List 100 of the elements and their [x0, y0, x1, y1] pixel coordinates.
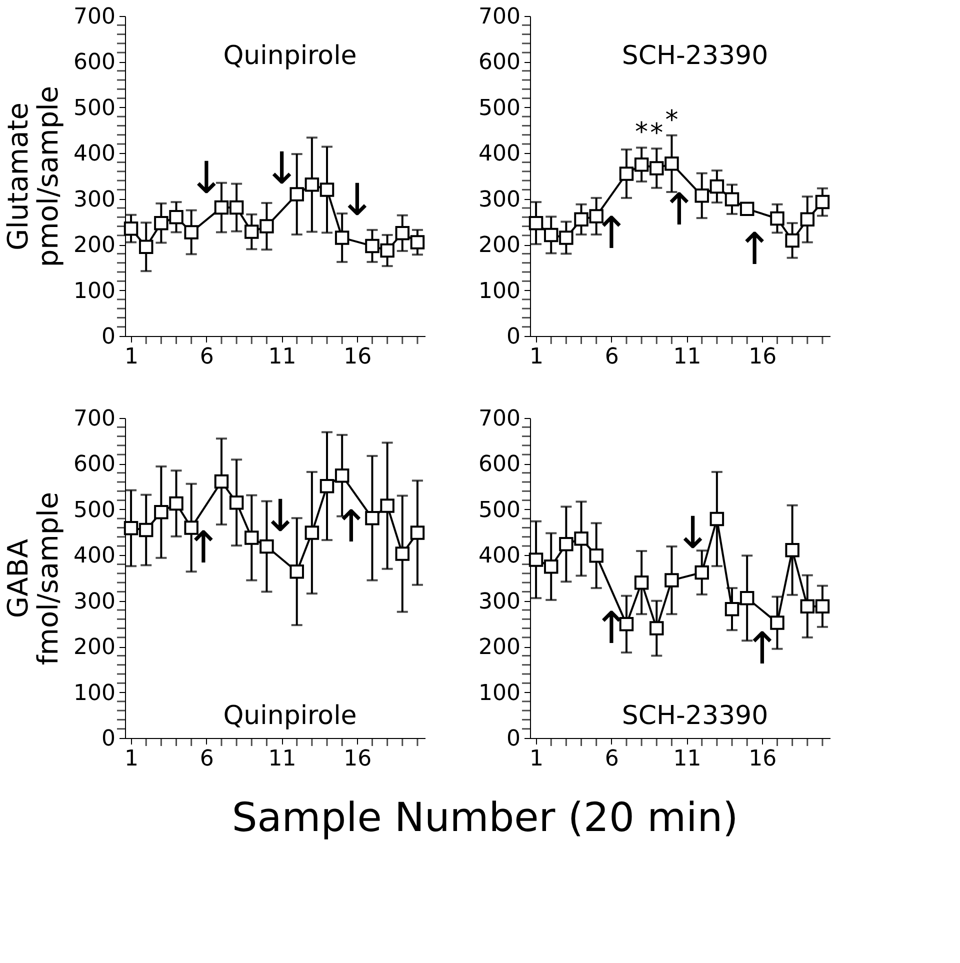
y-tick-label: 500 [478, 96, 520, 121]
x-tick-label: 16 [748, 746, 777, 772]
y-tick-label: 700 [74, 4, 116, 30]
point [395, 226, 410, 240]
y-tick-label: 500 [74, 96, 116, 121]
annotation: ↓ [338, 174, 376, 226]
point [544, 559, 558, 574]
y-tick-label: 0 [506, 324, 520, 350]
point [589, 209, 604, 224]
point [724, 192, 740, 206]
y-tick-label: 500 [74, 498, 116, 523]
point [740, 202, 754, 216]
text: SCH-23390 [622, 701, 768, 731]
text: Quinpirole [223, 701, 357, 731]
point [815, 599, 830, 614]
y-tick-label: 600 [478, 50, 520, 76]
y-tick-label: 200 [74, 635, 116, 660]
y-tick-label: 700 [478, 4, 520, 30]
point [154, 216, 168, 230]
y-tick-label: 500 [478, 498, 520, 523]
point [290, 564, 304, 579]
annotation: ↓ [674, 508, 712, 559]
x-tick-label: 16 [344, 746, 372, 772]
y-tick-label: 300 [74, 187, 116, 212]
annotation: * [635, 118, 648, 148]
point [785, 233, 800, 248]
x-tick-label: 6 [604, 344, 619, 370]
annotation: ↑ [592, 208, 630, 260]
point [528, 552, 544, 567]
y-tick-label: 700 [74, 406, 116, 432]
y-tick-label: 600 [74, 452, 116, 478]
point [650, 621, 664, 636]
point [544, 228, 558, 242]
annotation: ↓ [262, 490, 299, 542]
y-tick-label: 600 [74, 50, 116, 76]
point [800, 212, 815, 227]
point [664, 156, 679, 171]
point [559, 537, 574, 552]
y-tick-label: 300 [478, 187, 520, 212]
point [244, 530, 259, 545]
point [260, 219, 274, 234]
annotation: ↑ [736, 224, 774, 276]
point [169, 496, 184, 511]
y-axis-title: GABA fmol/sample [2, 492, 65, 666]
point [574, 532, 588, 546]
y-tick-label: 400 [478, 142, 520, 167]
y-tick-label: 100 [74, 278, 116, 304]
point [619, 166, 634, 181]
x-tick-label: 11 [673, 746, 702, 772]
point [800, 599, 815, 614]
y-tick-label: 0 [102, 324, 116, 350]
point [365, 510, 380, 526]
point [634, 157, 649, 172]
point [214, 474, 229, 489]
point [740, 590, 754, 606]
point [214, 200, 229, 215]
point [334, 468, 350, 483]
point [634, 575, 649, 590]
point [410, 526, 425, 540]
x-tick-label: 1 [124, 344, 139, 370]
point [184, 225, 198, 240]
y-tick-label: 300 [478, 589, 520, 614]
x-tick-label: 11 [268, 344, 296, 370]
point [290, 187, 304, 202]
point [559, 230, 574, 245]
y-tick-label: 600 [478, 452, 520, 478]
annotation: * [665, 105, 678, 136]
annotation: ↑ [660, 184, 698, 236]
point [124, 221, 138, 236]
x-tick-label: 1 [530, 746, 544, 772]
y-tick-label: 700 [478, 406, 520, 432]
annotation: ↓ [188, 152, 225, 204]
point [619, 617, 634, 632]
point [138, 522, 154, 538]
point [770, 616, 784, 630]
point [304, 178, 320, 192]
x-tick-label: 1 [530, 344, 544, 370]
text: Quinpirole [223, 41, 357, 71]
point [229, 200, 244, 215]
y-tick-label: 400 [74, 142, 116, 167]
point [320, 478, 334, 494]
x-tick-label: 6 [200, 746, 214, 772]
y-tick-label: 200 [74, 233, 116, 258]
point [724, 602, 740, 616]
point [710, 512, 724, 526]
point [650, 161, 664, 176]
annotation: ↑ [184, 522, 222, 574]
point [694, 565, 709, 580]
point [304, 526, 320, 540]
point [395, 546, 410, 561]
y-tick-label: 400 [74, 544, 116, 569]
point [320, 182, 334, 197]
x-tick-label: 6 [604, 746, 619, 772]
point [710, 179, 724, 194]
point [770, 211, 784, 226]
x-tick-label: 1 [124, 746, 139, 772]
x-axis-title: Sample Number (20 min) [232, 795, 738, 841]
annotation: ↓ [263, 143, 300, 194]
point [589, 548, 604, 563]
y-tick-label: 200 [478, 233, 520, 258]
